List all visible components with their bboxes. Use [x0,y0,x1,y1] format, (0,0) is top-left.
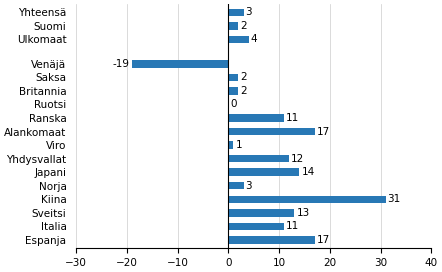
Text: 3: 3 [246,181,252,191]
Bar [229,36,249,43]
Text: 1: 1 [236,140,242,150]
Text: 31: 31 [388,194,401,204]
Bar [229,182,244,190]
Bar [229,141,233,149]
Bar [229,114,284,122]
Text: -19: -19 [113,59,130,69]
Text: 11: 11 [286,221,299,231]
Bar [229,196,385,203]
Text: 17: 17 [316,235,330,245]
Text: 14: 14 [301,167,315,177]
Bar [229,74,239,81]
Bar [132,60,229,67]
Bar [229,223,284,230]
Text: 3: 3 [246,7,252,17]
Bar [229,236,315,244]
Bar [229,128,315,135]
Bar [229,22,239,30]
Bar [229,155,289,162]
Bar [229,9,244,16]
Text: 2: 2 [240,86,247,96]
Text: 0: 0 [230,100,237,109]
Text: 2: 2 [240,72,247,82]
Text: 13: 13 [296,208,309,218]
Text: 4: 4 [251,34,257,44]
Text: 12: 12 [291,154,305,164]
Text: 17: 17 [316,126,330,137]
Bar [229,209,294,217]
Text: 11: 11 [286,113,299,123]
Bar [229,168,299,176]
Text: 2: 2 [240,21,247,31]
Bar [229,87,239,95]
